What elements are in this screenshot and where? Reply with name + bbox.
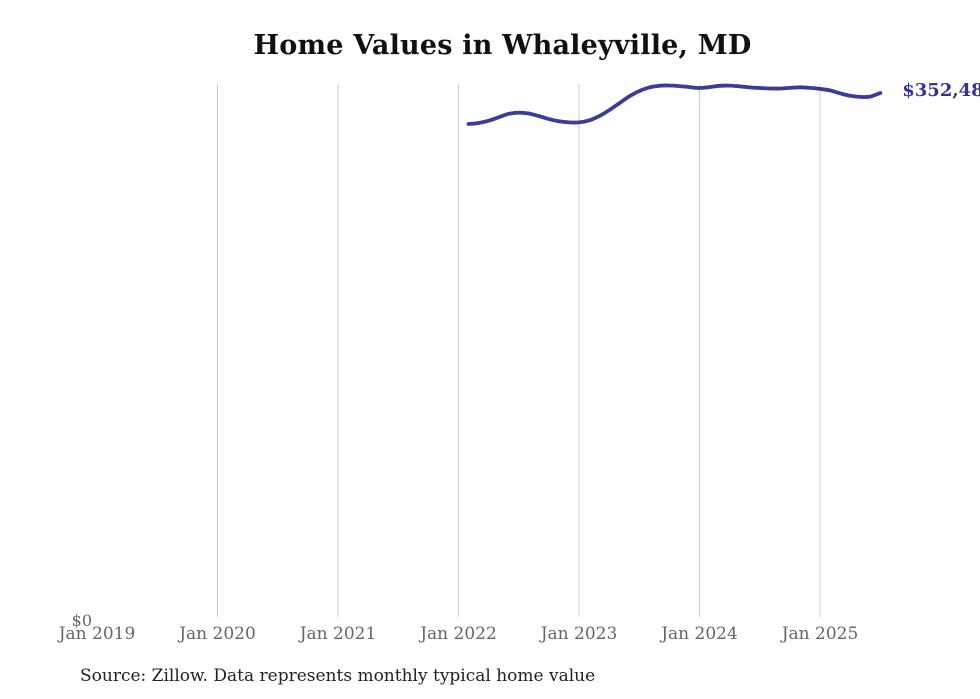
x-tick-label: Jan 2019 [58, 624, 136, 644]
x-tick-label: Jan 2021 [299, 624, 377, 644]
x-tick-label: Jan 2022 [420, 624, 497, 644]
source-note: Source: Zillow. Data represents monthly … [80, 666, 596, 686]
latest-value-label: $352,484 [902, 80, 980, 101]
value-line [466, 83, 883, 126]
x-tick-label: Jan 2020 [179, 624, 256, 644]
chart-title: Home Values in Whaleyville, MD [253, 30, 752, 61]
x-tick-label: Jan 2024 [661, 624, 738, 644]
x-tick-label: Jan 2023 [540, 624, 618, 644]
y-zero-label: $0 [71, 611, 92, 630]
x-tick-label: Jan 2025 [781, 624, 859, 644]
